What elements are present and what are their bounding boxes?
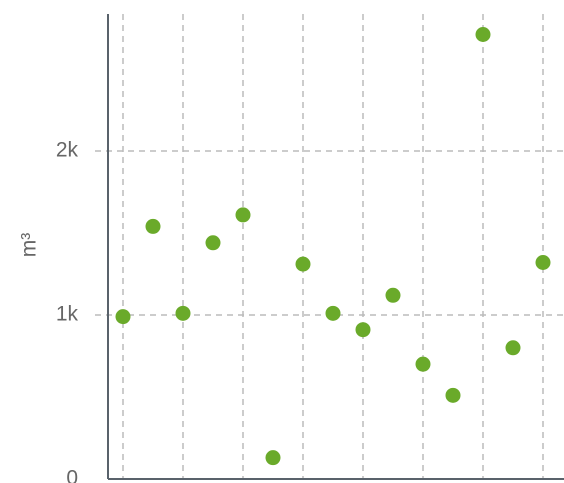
point xyxy=(265,450,281,466)
point xyxy=(475,27,491,43)
point xyxy=(115,309,131,325)
point xyxy=(235,207,251,223)
y-tick-label: 0 xyxy=(66,467,78,483)
y-tick-label: 2k xyxy=(56,139,79,162)
point xyxy=(505,340,521,356)
point xyxy=(535,254,551,270)
point xyxy=(325,305,341,321)
point xyxy=(355,322,371,338)
point xyxy=(385,287,401,303)
y-axis-label: m³ xyxy=(18,233,41,258)
point xyxy=(295,256,311,272)
y-tick-label: 1k xyxy=(56,303,79,326)
point xyxy=(445,387,461,403)
point xyxy=(145,218,161,234)
point xyxy=(415,356,431,372)
point xyxy=(175,305,191,321)
point xyxy=(205,235,221,251)
